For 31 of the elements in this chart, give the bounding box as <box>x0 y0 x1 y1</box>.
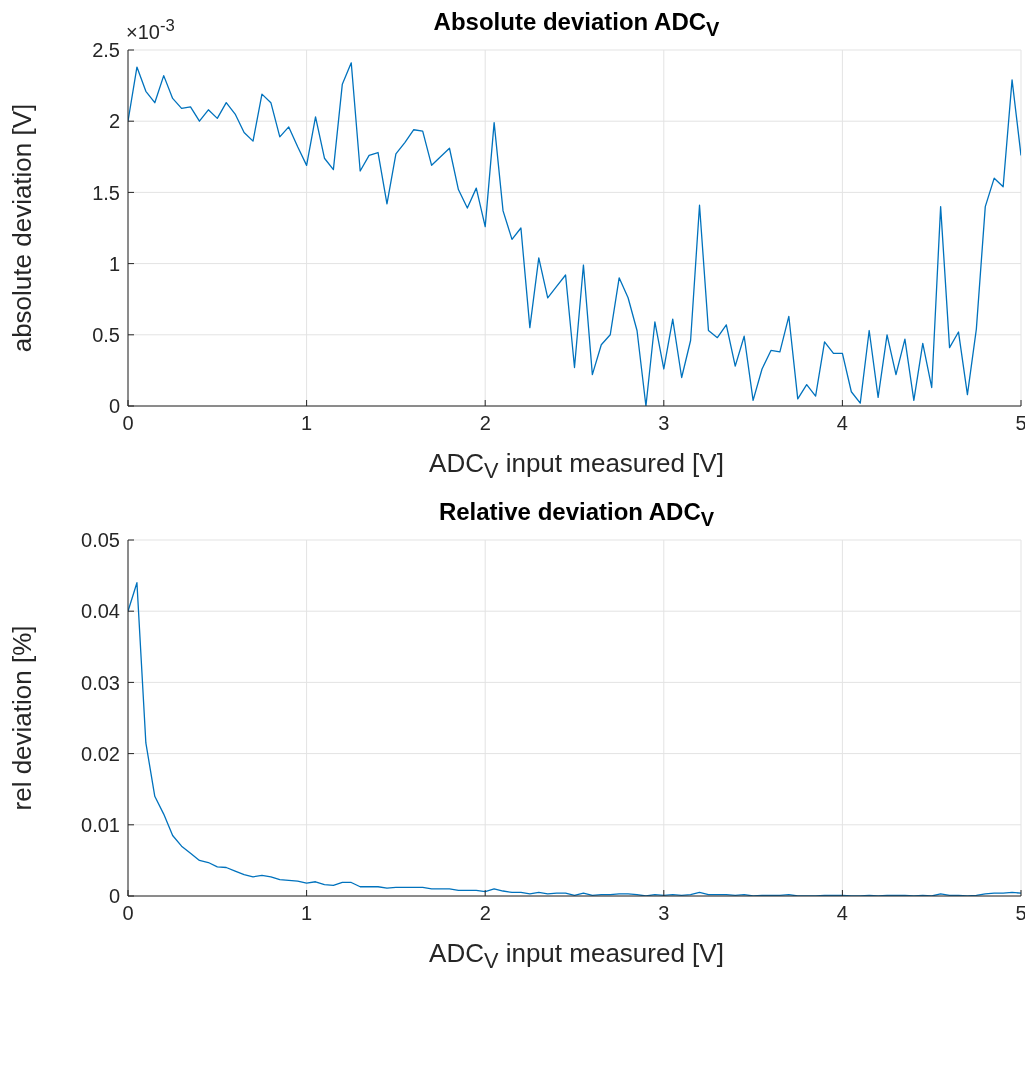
y-tick-label: 1 <box>108 252 120 275</box>
x-tick-label: 0 <box>122 902 134 925</box>
x-axis-title: ADC$_{V}$ input measured [V] <box>428 938 725 975</box>
y-tick-label: 0.05 <box>81 529 120 552</box>
y-tick-label: 0 <box>108 395 120 418</box>
x-tick-label: 1 <box>301 412 313 435</box>
chart-title: Absolute deviation ADC$_{V}$ <box>433 8 720 40</box>
x-tick-label: 4 <box>836 902 848 925</box>
y-tick-label: 1.5 <box>92 181 120 204</box>
text: ×10$^{-3}$ <box>126 16 175 44</box>
y-axis-title: absolute deviation [V] <box>7 103 38 353</box>
x-tick-label: 3 <box>658 412 670 435</box>
x-tick-label: 2 <box>479 902 491 925</box>
y-tick-label: 0.01 <box>81 814 120 837</box>
chart-title: Relative deviation ADC$_{V}$ <box>438 498 715 530</box>
y-tick-label: 0.03 <box>81 671 120 694</box>
y-tick-label: 0.02 <box>81 742 120 765</box>
x-tick-label: 1 <box>301 902 313 925</box>
x-tick-label: 4 <box>836 412 848 435</box>
y-axis-title: rel deviation [%] <box>7 625 38 811</box>
y-tick-label: 0.04 <box>81 600 120 623</box>
y-tick-label: 2.5 <box>92 39 120 62</box>
x-tick-label: 2 <box>479 412 491 435</box>
x-tick-label: 3 <box>658 902 670 925</box>
y-tick-label: 2 <box>108 110 120 133</box>
y-tick-label: 0.5 <box>92 323 120 346</box>
x-tick-label: 5 <box>1015 902 1027 925</box>
x-axis-title: ADC$_{V}$ input measured [V] <box>428 448 725 485</box>
y-tick-label: 0 <box>108 885 120 908</box>
x-tick-label: 5 <box>1015 412 1027 435</box>
x-tick-label: 0 <box>122 412 134 435</box>
